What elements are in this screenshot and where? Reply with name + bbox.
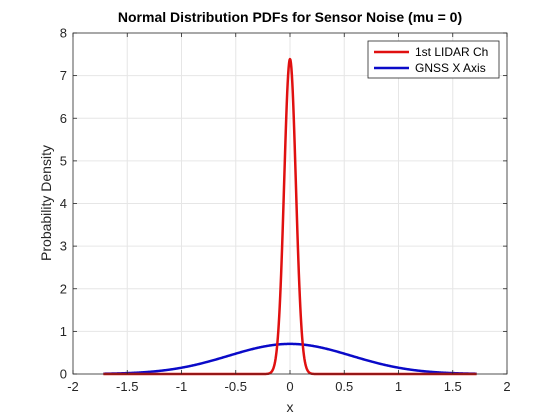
x-tick-label: 2 <box>503 379 510 394</box>
x-tick-label: 0.5 <box>335 379 353 394</box>
x-tick-label: 1 <box>395 379 402 394</box>
y-tick-label: 3 <box>60 239 67 254</box>
legend-entry: 1st LIDAR Ch <box>415 45 488 59</box>
x-tick-label: 0 <box>286 379 293 394</box>
x-axis-label: x <box>287 399 294 415</box>
legend: 1st LIDAR Ch GNSS X Axis <box>367 40 500 79</box>
y-tick-label: 1 <box>60 324 67 339</box>
y-tick-label: 5 <box>60 153 67 168</box>
y-tick-label: 2 <box>60 281 67 296</box>
legend-entry: GNSS X Axis <box>415 61 486 75</box>
y-tick-label: 7 <box>60 68 67 83</box>
x-tick-label: -0.5 <box>225 379 247 394</box>
ticks <box>72 32 508 375</box>
grid <box>73 33 507 374</box>
y-tick-label: 0 <box>60 367 67 382</box>
x-tick-label: -1.5 <box>116 379 138 394</box>
tick-labels: -2 -1.5 -1 -0.5 0 0.5 1 1.5 2 0 1 2 3 4 5 6 7 8 <box>60 26 511 395</box>
y-tick-label: 4 <box>60 196 67 211</box>
y-tick-label: 6 <box>60 111 67 126</box>
y-axis-label: Probability Density <box>38 145 54 261</box>
x-tick-label: -2 <box>67 379 79 394</box>
chart-title: Normal Distribution PDFs for Sensor Nois… <box>118 9 462 25</box>
series-line-2 <box>102 342 478 375</box>
y-tick-label: 8 <box>60 26 67 41</box>
x-tick-label: -1 <box>176 379 188 394</box>
x-tick-label: 1.5 <box>444 379 462 394</box>
legend-box <box>367 40 500 79</box>
